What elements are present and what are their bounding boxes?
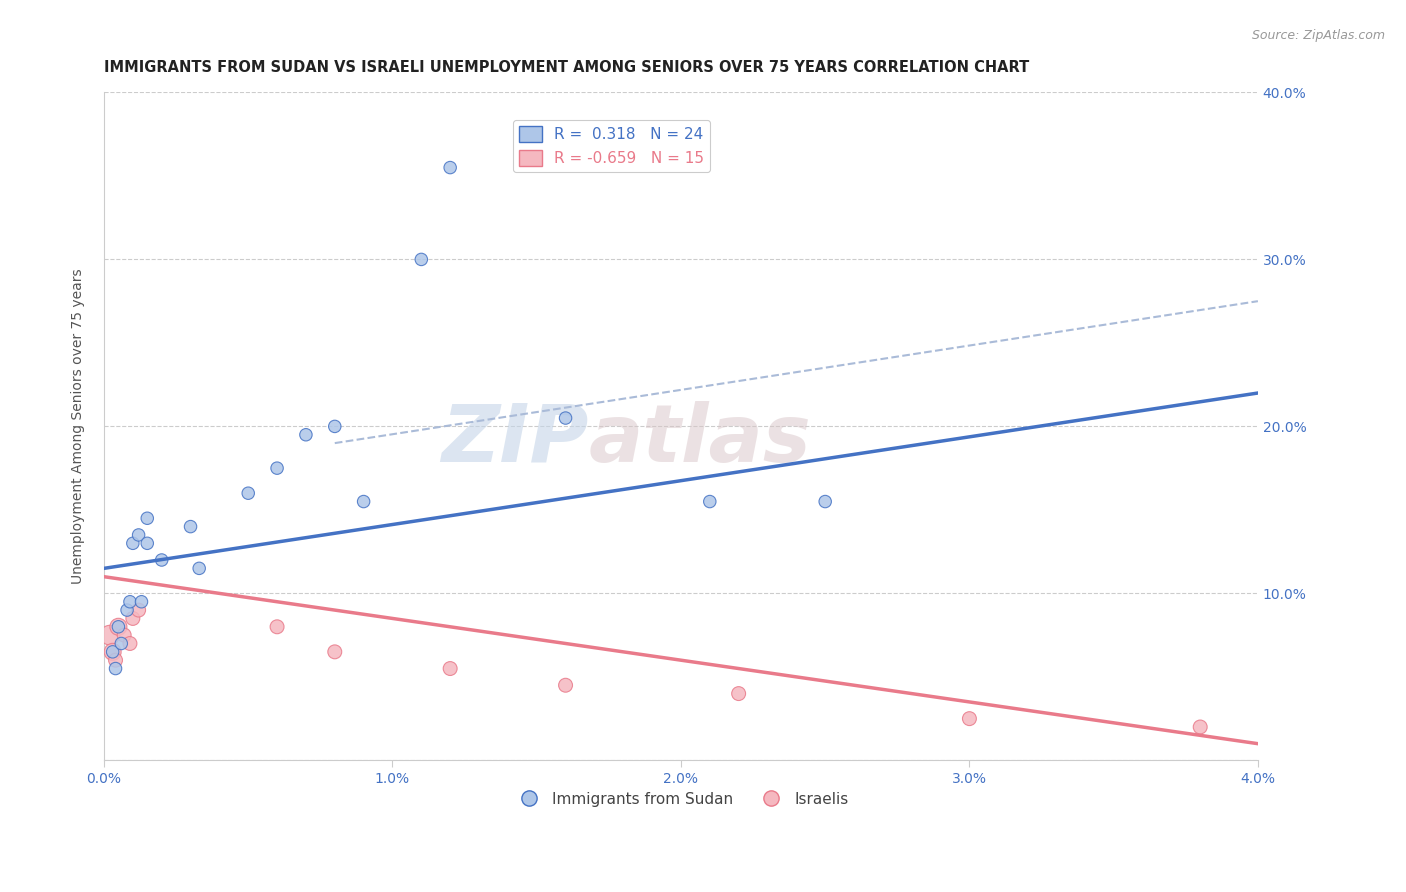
Text: atlas: atlas [589,401,811,479]
Point [104,653,127,667]
Point [353,494,375,508]
Point [188,561,211,575]
Point [107,620,129,634]
Point [323,419,346,434]
Point [180,519,202,533]
Point [814,494,837,508]
Point [101,645,124,659]
Point [112,628,135,642]
Point [323,645,346,659]
Point [121,611,143,625]
Point [128,528,150,542]
Point [411,252,433,267]
Point [554,411,576,425]
Point [295,427,318,442]
Point [118,636,141,650]
Point [128,603,150,617]
Point [110,636,132,650]
Point [554,678,576,692]
Point [115,603,138,617]
Point [1189,720,1212,734]
Point [439,161,461,175]
Point [101,645,124,659]
Point [439,661,461,675]
Point [118,595,141,609]
Point [266,620,288,634]
Point [150,553,173,567]
Point [699,494,721,508]
Point [121,536,143,550]
Point [98,628,121,642]
Point [136,511,159,525]
Point [131,595,153,609]
Text: IMMIGRANTS FROM SUDAN VS ISRAELI UNEMPLOYMENT AMONG SENIORS OVER 75 YEARS CORREL: IMMIGRANTS FROM SUDAN VS ISRAELI UNEMPLO… [104,60,1029,75]
Text: ZIP: ZIP [441,401,589,479]
Point [266,461,288,475]
Point [136,536,159,550]
Point [104,661,127,675]
Point [957,712,980,726]
Y-axis label: Unemployment Among Seniors over 75 years: Unemployment Among Seniors over 75 years [72,268,86,584]
Legend: Immigrants from Sudan, Israelis: Immigrants from Sudan, Israelis [508,786,855,813]
Point [107,620,129,634]
Text: Source: ZipAtlas.com: Source: ZipAtlas.com [1251,29,1385,42]
Point [727,687,749,701]
Point [238,486,260,500]
